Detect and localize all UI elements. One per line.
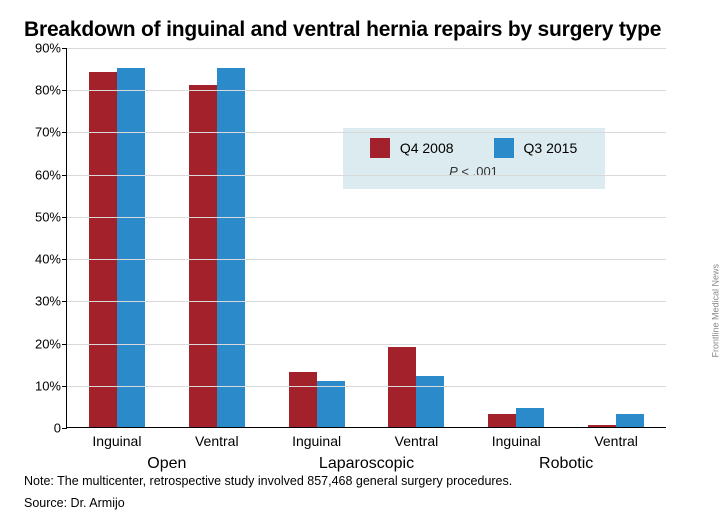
bar [189,85,217,427]
bar-pair: Inguinal [466,408,566,427]
bar-pair: Inguinal [67,68,167,427]
y-tick-mark [62,344,67,345]
footer-notes: Note: The multicenter, retrospective stu… [24,474,512,510]
bar-group: InguinalVentralLaparoscopic [267,48,467,427]
bar [89,72,117,427]
y-tick-label: 40% [27,252,61,267]
pair-label: Inguinal [267,433,367,449]
attribution-text: Frontline Medical News [711,264,720,358]
y-tick-label: 50% [27,209,61,224]
bar-pair: Inguinal [267,372,367,427]
gridline [67,344,666,345]
bar-pair: Ventral [566,414,666,427]
plot-area: InguinalVentralOpenInguinalVentralLaparo… [66,48,666,428]
bar-pair: Ventral [367,347,467,427]
bar [289,372,317,427]
legend-box: Q4 2008 Q3 2015 P < .001 [343,128,605,189]
gridline [67,301,666,302]
bar [588,425,616,427]
y-tick-mark [62,48,67,49]
pair-label: Ventral [167,433,267,449]
bar [516,408,544,427]
gridline [67,175,666,176]
y-tick-label: 20% [27,336,61,351]
gridline [67,217,666,218]
bar [117,68,145,427]
legend-item: Q4 2008 [370,138,454,158]
pair-label: Inguinal [67,433,167,449]
y-tick-label: 0 [27,421,61,436]
y-tick-mark [62,386,67,387]
gridline [67,48,666,49]
y-tick-label: 70% [27,125,61,140]
pair-label: Ventral [566,433,666,449]
gridline [67,259,666,260]
bar-group: InguinalVentralOpen [67,48,267,427]
bars-row: InguinalVentralOpenInguinalVentralLaparo… [67,48,666,427]
legend-label: Q4 2008 [400,140,454,156]
bar [388,347,416,427]
note-text: Note: The multicenter, retrospective stu… [24,474,512,488]
bar [416,376,444,427]
pair-label: Inguinal [466,433,566,449]
legend-label: Q3 2015 [524,140,578,156]
y-tick-label: 80% [27,83,61,98]
y-tick-mark [62,301,67,302]
gridline [67,386,666,387]
chart-title: Breakdown of inguinal and ventral hernia… [24,18,696,42]
bar-group: InguinalVentralRobotic [466,48,666,427]
legend-row: Q4 2008 Q3 2015 [370,138,577,158]
y-tick-mark [62,217,67,218]
y-tick-mark [62,428,67,429]
group-label: Laparoscopic [267,455,467,473]
y-tick-label: 30% [27,294,61,309]
y-tick-mark [62,175,67,176]
source-text: Source: Dr. Armijo [24,496,512,510]
y-tick-label: 10% [27,378,61,393]
y-tick-label: 90% [27,41,61,56]
chart-container: Breakdown of inguinal and ventral hernia… [0,0,720,528]
bar [488,414,516,427]
gridline [67,132,666,133]
y-tick-label: 60% [27,167,61,182]
gridline [67,90,666,91]
y-tick-mark [62,132,67,133]
legend-item: Q3 2015 [494,138,578,158]
bar [317,381,345,427]
bar [616,414,644,427]
group-label: Robotic [466,455,666,473]
y-tick-mark [62,259,67,260]
legend-swatch [494,138,514,158]
y-tick-mark [62,90,67,91]
legend-p-value: P < .001 [449,164,498,179]
bar-pair: Ventral [167,68,267,427]
pair-label: Ventral [367,433,467,449]
bar [217,68,245,427]
group-label: Open [67,455,267,473]
legend-swatch [370,138,390,158]
